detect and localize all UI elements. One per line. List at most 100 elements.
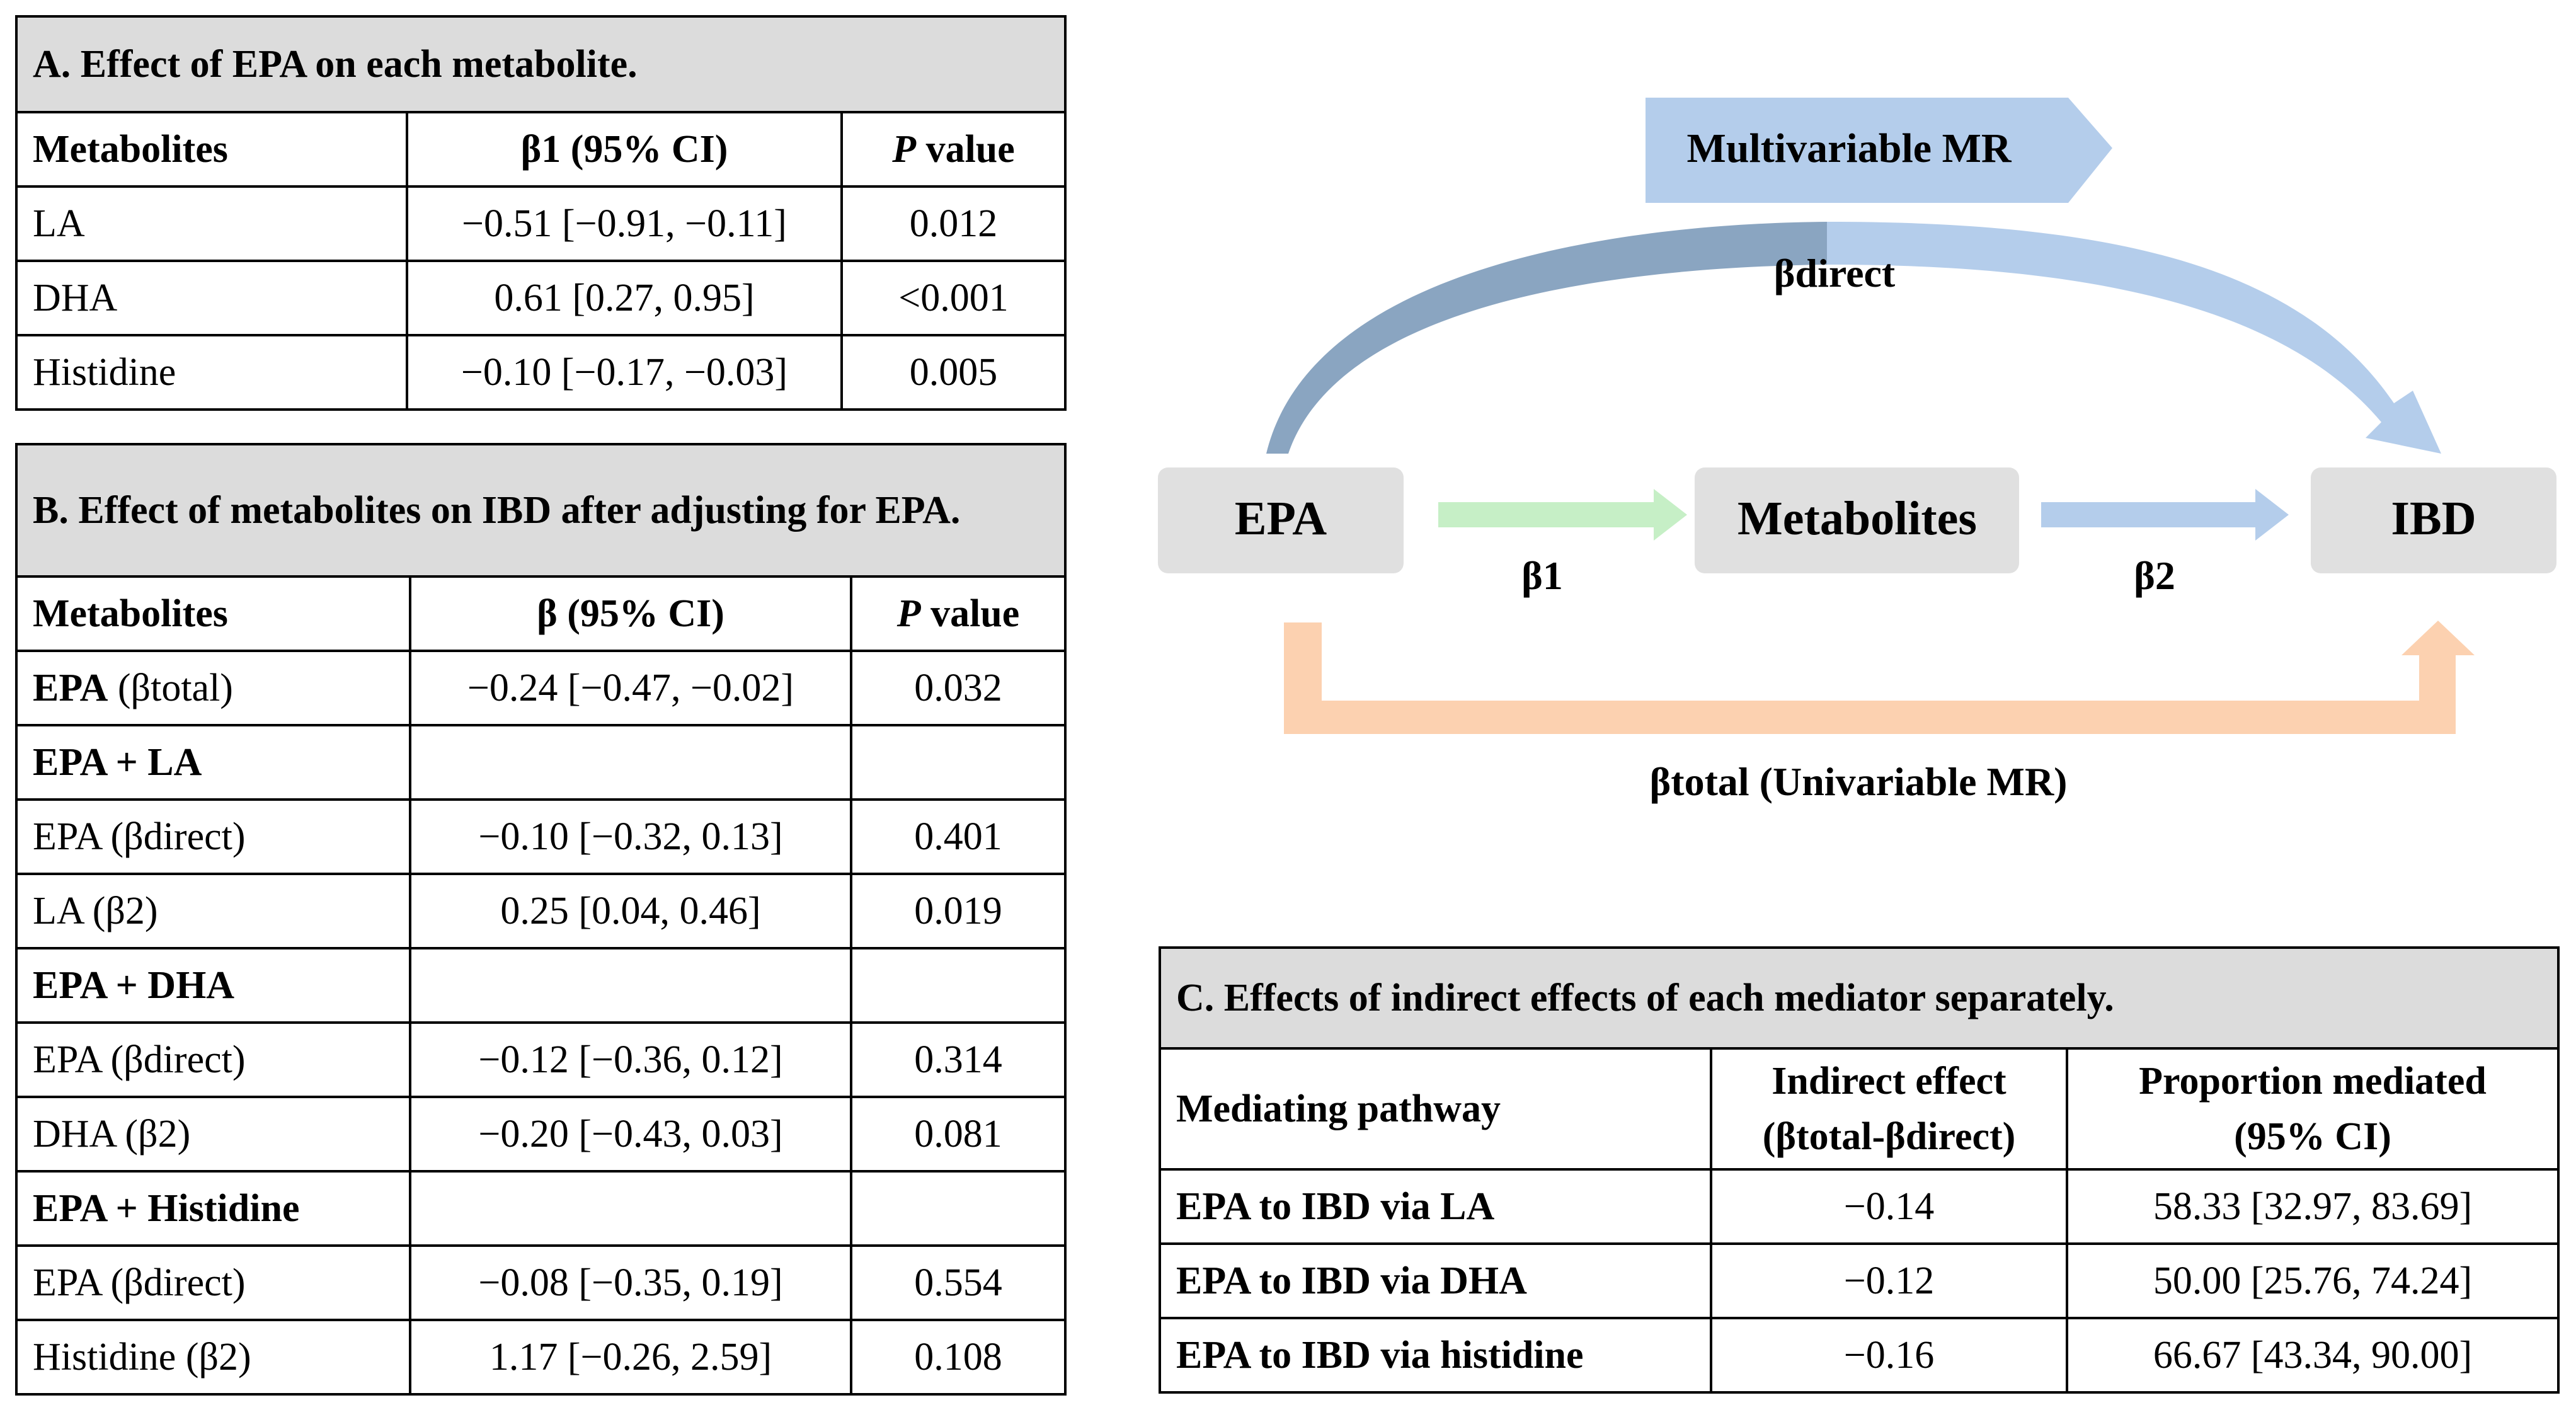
- beta-total-arrow: [1284, 621, 2475, 734]
- node-epa-box: [1158, 467, 1404, 573]
- pathway-name: EPA to IBD via histidine: [1159, 1317, 1712, 1394]
- table-row: EPA (βdirect) −0.10 [−0.32, 0.13] 0.401: [15, 798, 1067, 875]
- table-row: EPA (βdirect) −0.12 [−0.36, 0.12] 0.314: [15, 1021, 1067, 1098]
- group-row: EPA + DHA: [15, 947, 1067, 1024]
- table-c-header-indirect: Indirect effect (βtotal-βdirect): [1710, 1047, 2068, 1171]
- group-label-dha: EPA + DHA: [15, 947, 411, 1024]
- metabolite-name: Histidine: [15, 334, 408, 411]
- table-row: EPA to IBD via DHA −0.12 50.00 [25.76, 7…: [1159, 1242, 2560, 1319]
- curve-arrow-light: [1827, 222, 2441, 454]
- proportion-value: 58.33 [32.97, 83.69]: [2065, 1168, 2560, 1245]
- table-row: Histidine −0.10 [−0.17, −0.03] 0.005: [15, 334, 1067, 411]
- beta-value: −0.51 [−0.91, −0.11]: [406, 185, 843, 262]
- node-metabolites-box: [1695, 467, 2019, 573]
- p-value: 0.401: [849, 798, 1067, 875]
- row-label: LA (β2): [15, 873, 411, 949]
- p-value: 0.554: [849, 1244, 1067, 1321]
- p-value: <0.001: [840, 260, 1067, 336]
- indirect-value: −0.12: [1710, 1242, 2068, 1319]
- table-row: LA −0.51 [−0.91, −0.11] 0.012: [15, 185, 1067, 262]
- table-a-title: A. Effect of EPA on each metabolite.: [14, 15, 1067, 113]
- beta-value: −0.24 [−0.47, −0.02]: [409, 650, 852, 726]
- table-c-title: C. Effects of indirect effects of each m…: [1158, 946, 2560, 1050]
- table-a: A. Effect of EPA on each metabolite. Met…: [14, 15, 1067, 411]
- beta-value: −0.20 [−0.43, 0.03]: [409, 1096, 852, 1173]
- table-row: EPA to IBD via LA −0.14 58.33 [32.97, 83…: [1159, 1168, 2560, 1245]
- row-label: EPA (βtotal): [15, 650, 411, 726]
- curve-arrow-dark: [1266, 222, 1827, 454]
- prop-line1: Proportion mediated: [2139, 1060, 2487, 1103]
- pathway-name: EPA to IBD via LA: [1159, 1168, 1712, 1245]
- table-a-header-beta: β1 (95% CI): [406, 111, 843, 188]
- beta-value: −0.10 [−0.32, 0.13]: [409, 798, 852, 875]
- row-label: EPA (βdirect): [15, 1244, 411, 1321]
- table-c-header-pathway: Mediating pathway: [1159, 1047, 1712, 1171]
- beta-total-label: βtotal (Univariable MR): [1650, 759, 2068, 804]
- multivariable-arrow: [1646, 98, 2112, 203]
- beta-value: −0.10 [−0.17, −0.03]: [406, 334, 843, 411]
- table-row: EPA (βdirect) −0.08 [−0.35, 0.19] 0.554: [15, 1244, 1067, 1321]
- table-row: EPA to IBD via histidine −0.16 66.67 [43…: [1159, 1317, 2560, 1394]
- p-value: 0.081: [849, 1096, 1067, 1173]
- row-label: Histidine (β2): [15, 1319, 411, 1396]
- p-value: 0.032: [849, 650, 1067, 726]
- row-label-rest: (βtotal): [108, 666, 233, 709]
- multivariable-label: Multivariable MR: [1686, 125, 2012, 171]
- beta-value: 0.61 [0.27, 0.95]: [406, 260, 843, 336]
- table-c: C. Effects of indirect effects of each m…: [1158, 946, 2560, 1394]
- p-value: 0.012: [840, 185, 1067, 262]
- indirect-line1: Indirect effect: [1772, 1060, 2006, 1103]
- indirect-value: −0.14: [1710, 1168, 2068, 1245]
- pathway-name: EPA to IBD via DHA: [1159, 1242, 1712, 1319]
- p-rest: value: [920, 592, 1020, 635]
- table-b-title: B. Effect of metabolites on IBD after ad…: [14, 443, 1067, 578]
- p-italic: P: [892, 127, 917, 171]
- group-row: EPA + Histidine: [15, 1170, 1067, 1247]
- row-label-bold: EPA: [33, 666, 108, 709]
- table-a-header-metabolites: Metabolites: [15, 111, 408, 188]
- table-row: EPA (βtotal) −0.24 [−0.47, −0.02] 0.032: [15, 650, 1067, 726]
- indirect-line2: (βtotal-βdirect): [1762, 1115, 2016, 1158]
- beta2-arrow: [2041, 489, 2289, 541]
- proportion-value: 50.00 [25.76, 74.24]: [2065, 1242, 2560, 1319]
- table-c-header-proportion: Proportion mediated (95% CI): [2065, 1047, 2560, 1171]
- table-row: DHA 0.61 [0.27, 0.95] <0.001: [15, 260, 1067, 336]
- metabolite-name: LA: [15, 185, 408, 262]
- p-value: 0.314: [849, 1021, 1067, 1098]
- table-row: Histidine (β2) 1.17 [−0.26, 2.59] 0.108: [15, 1319, 1067, 1396]
- p-value: 0.005: [840, 334, 1067, 411]
- beta-value: −0.08 [−0.35, 0.19]: [409, 1244, 852, 1321]
- p-value: 0.019: [849, 873, 1067, 949]
- table-b-header-p: P value: [849, 575, 1067, 652]
- proportion-value: 66.67 [43.34, 90.00]: [2065, 1317, 2560, 1394]
- table-row: DHA (β2) −0.20 [−0.43, 0.03] 0.081: [15, 1096, 1067, 1173]
- node-epa-label: EPA: [1235, 492, 1327, 545]
- beta2-label: β2: [2134, 553, 2175, 598]
- table-b-header-beta: β (95% CI): [409, 575, 852, 652]
- row-label: EPA (βdirect): [15, 1021, 411, 1098]
- node-ibd-box: [2311, 467, 2556, 573]
- beta1-label: β1: [1521, 553, 1563, 598]
- node-ibd-label: IBD: [2391, 492, 2476, 545]
- indirect-value: −0.16: [1710, 1317, 2068, 1394]
- node-metabolites-label: Metabolites: [1737, 492, 1977, 545]
- beta-value: 1.17 [−0.26, 2.59]: [409, 1319, 852, 1396]
- beta-value: 0.25 [0.04, 0.46]: [409, 873, 852, 949]
- group-label-la: EPA + LA: [15, 724, 411, 801]
- metabolite-name: DHA: [15, 260, 408, 336]
- group-label-histidine: EPA + Histidine: [15, 1170, 411, 1247]
- beta-value: −0.12 [−0.36, 0.12]: [409, 1021, 852, 1098]
- group-row: EPA + LA: [15, 724, 1067, 801]
- row-label: EPA (βdirect): [15, 798, 411, 875]
- table-b: B. Effect of metabolites on IBD after ad…: [14, 443, 1067, 1396]
- row-label: DHA (β2): [15, 1096, 411, 1173]
- p-rest: value: [916, 127, 1015, 171]
- table-b-header-metabolites: Metabolites: [15, 575, 411, 652]
- p-italic: P: [896, 592, 921, 635]
- beta-direct-label: βdirect: [1774, 251, 1896, 295]
- table-row: LA (β2) 0.25 [0.04, 0.46] 0.019: [15, 873, 1067, 949]
- prop-line2: (95% CI): [2234, 1115, 2391, 1158]
- beta1-arrow: [1438, 489, 1687, 541]
- p-value: 0.108: [849, 1319, 1067, 1396]
